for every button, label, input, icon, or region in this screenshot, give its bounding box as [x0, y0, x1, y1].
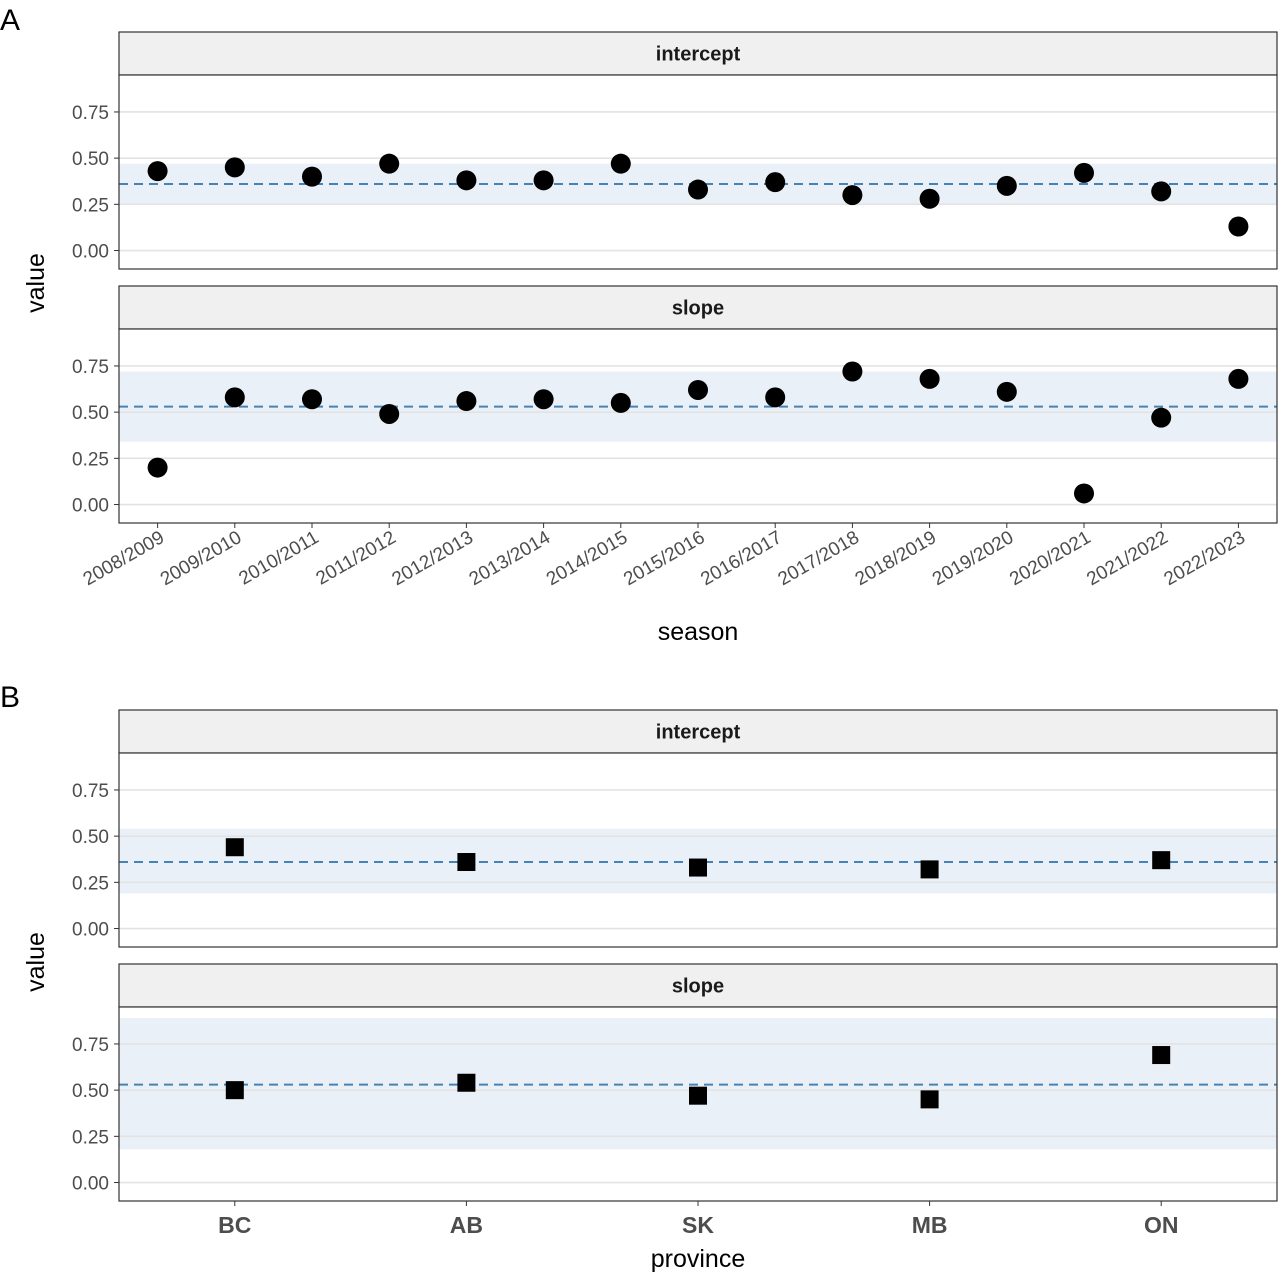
chart-b-slope-ytick-label: 0.50 [72, 1081, 109, 1102]
chart-b-slope-strip-label: slope [672, 976, 724, 998]
chart-a-xtick-label: 2015/2016 [620, 527, 708, 590]
chart-a-intercept-point [302, 166, 322, 187]
chart-b-intercept-point [457, 853, 476, 872]
chart-b-slope-point [689, 1086, 707, 1105]
chart-a-xtick-label: 2017/2018 [775, 527, 863, 590]
chart-a-slope-point [533, 389, 554, 410]
chart-a-intercept-border [118, 74, 1278, 270]
chart-a-slope-strip-label: slope [672, 298, 724, 320]
chart-b-intercept-ytick-label: 0.50 [72, 827, 109, 848]
chart-a-xtick-label: 2019/2020 [929, 527, 1017, 590]
chart-a-xtick-label: 2018/2019 [852, 527, 940, 590]
chart-b-intercept-strip-label: intercept [656, 722, 741, 744]
chart-a-intercept-point [147, 161, 168, 182]
chart-b-xtick-label: AB [450, 1212, 483, 1238]
chart-a-slope-point [1151, 407, 1172, 428]
chart-a-xtick-label: 2012/2013 [389, 527, 477, 590]
chart-b-xtick-label: ON [1144, 1212, 1179, 1238]
chart-b-intercept-point [689, 858, 707, 877]
chart-a-slope-point [688, 379, 708, 400]
chart-a-intercept-point [379, 153, 400, 174]
chart-a-intercept-ytick-label: 0.50 [72, 149, 109, 170]
chart-b-xtick-label: SK [682, 1212, 714, 1238]
chart-b-intercept-point [920, 860, 939, 879]
chart-a-intercept-point [1228, 216, 1249, 237]
chart-a-slope-ytick-label: 0.25 [72, 449, 109, 470]
chart-b-y-axis-title: value [22, 932, 50, 992]
chart-a-xtick-label: 2022/2023 [1161, 527, 1249, 590]
chart-a-intercept-point [688, 179, 708, 200]
chart-b-intercept-ytick-label: 0.00 [72, 920, 109, 941]
chart-b-intercept-border [118, 752, 1278, 948]
chart-a-xtick-label: 2020/2021 [1006, 527, 1094, 590]
chart-a-slope-point [224, 387, 245, 408]
chart-b-x-axis-title: province [651, 1245, 746, 1273]
chart-a-slope-point [379, 403, 400, 424]
chart-a-intercept-point [610, 153, 631, 174]
chart-a-slope-point [456, 391, 477, 412]
chart-a-slope-point [610, 392, 631, 413]
chart-a-intercept-ytick-label: 0.25 [72, 195, 109, 216]
chart-a-intercept-point [842, 185, 863, 206]
chart-b-slope-point [1152, 1046, 1171, 1065]
chart-a-intercept-point [456, 170, 477, 191]
chart-a-intercept-point [765, 172, 786, 193]
chart-a-intercept-ytick-label: 0.75 [72, 103, 109, 124]
chart-a-xtick-label: 2016/2017 [697, 527, 785, 590]
chart-b-slope-strip [118, 963, 1278, 1008]
chart-a-intercept-point [1074, 162, 1094, 183]
chart-a-slope-point [147, 457, 168, 478]
chart-a-slope-point [1074, 483, 1094, 504]
chart-a-xtick-label: 2013/2014 [466, 527, 555, 590]
chart-panel-b: intercept 0.00 0.25 0.50 0.75 slope 0.00 0.25 0.… [22, 709, 1278, 1273]
chart-b-slope-ytick-label: 0.00 [72, 1174, 109, 1195]
chart-b-slope-point [920, 1090, 939, 1109]
chart-a-y-axis-title: value [22, 253, 50, 313]
chart-a-xtick-label: 2008/2009 [80, 527, 168, 590]
chart-a-slope-ytick-label: 0.00 [72, 496, 109, 517]
chart-a-intercept-point [996, 175, 1017, 196]
chart-a-intercept-strip-label: intercept [656, 44, 741, 66]
chart-a-xtick-label: 2014/2015 [543, 527, 631, 590]
chart-a-slope-point [919, 368, 940, 389]
chart-a-xtick-label: 2011/2012 [313, 527, 400, 589]
chart-a-intercept-point [1151, 181, 1172, 202]
chart-b-slope-ytick-label: 0.75 [72, 1035, 109, 1056]
chart-a-slope-point [302, 389, 322, 410]
chart-b-slope-ytick-label: 0.25 [72, 1127, 109, 1148]
chart-b-xtick-label: BC [218, 1212, 251, 1238]
chart-a-xtick-label: 2021/2022 [1083, 527, 1171, 590]
chart-a-slope-point [842, 361, 863, 382]
chart-a-intercept-point [224, 157, 245, 178]
chart-a-x-axis-title: season [658, 618, 739, 646]
chart-a-slope-point [1228, 368, 1249, 389]
chart-a-xtick-label: 2009/2010 [157, 527, 245, 590]
chart-a-intercept-point [533, 170, 554, 191]
chart-a-slope-point [996, 381, 1017, 402]
chart-a-intercept-strip [118, 31, 1278, 76]
chart-a-slope-ytick-label: 0.50 [72, 403, 109, 424]
chart-b-slope-point [457, 1073, 476, 1092]
chart-a-intercept-point [919, 188, 940, 209]
chart-a-slope-ytick-label: 0.75 [72, 357, 109, 378]
panel-b-label: B [0, 681, 20, 714]
chart-b-intercept-strip [118, 709, 1278, 754]
chart-panel-a: intercept 0.00 0.25 0.50 0.75 slope 0.00 0.25 0.… [22, 31, 1278, 646]
chart-b-xtick-label: MB [912, 1212, 948, 1238]
chart-b-intercept-point [225, 838, 244, 857]
chart-a-xtick-label: 2010/2011 [235, 527, 322, 589]
chart-b-intercept-ytick-label: 0.75 [72, 781, 109, 802]
chart-a-slope-point [765, 387, 786, 408]
chart-a-intercept-ytick-label: 0.00 [72, 242, 109, 263]
chart-b-slope-point [225, 1081, 244, 1100]
panel-a-label: A [0, 4, 20, 37]
chart-b-intercept-ytick-label: 0.25 [72, 873, 109, 894]
chart-b-intercept-point [1152, 851, 1171, 870]
